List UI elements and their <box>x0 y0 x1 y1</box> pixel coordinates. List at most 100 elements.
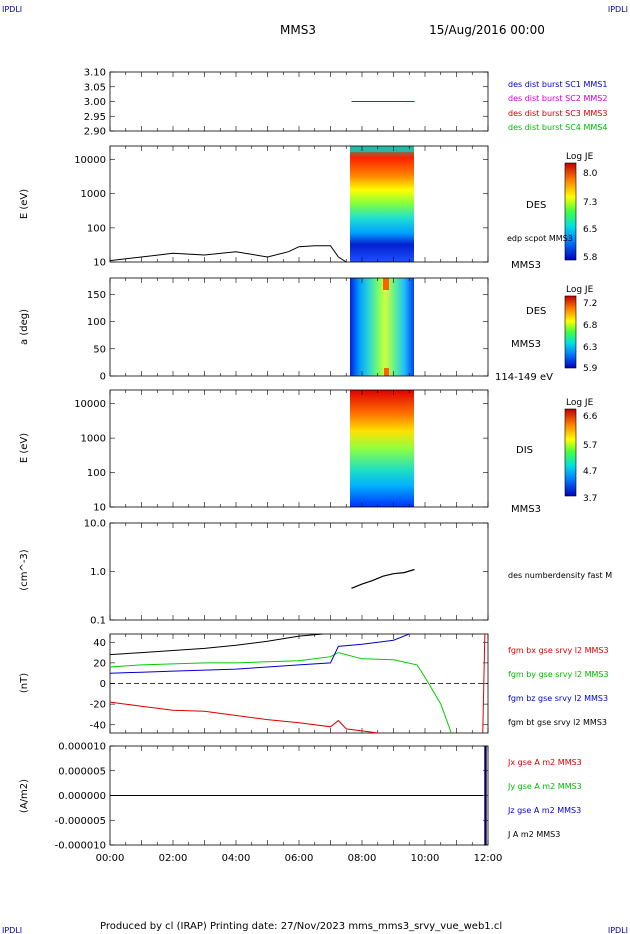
y-tick-label: 100 <box>87 468 106 479</box>
y-tick-label: 10 <box>93 258 106 269</box>
y-tick-label: 3.00 <box>84 97 106 108</box>
colorbar-tick: 7.2 <box>583 299 597 309</box>
legend-entry: des dist burst SC4 MMS4 <box>508 123 607 132</box>
colorbar-tick: 6.6 <box>583 412 598 422</box>
legend-entry: des dist burst SC1 MMS1 <box>508 80 607 89</box>
y-tick-label: -0.000010 <box>55 841 106 852</box>
colorbar-tick: 5.9 <box>583 364 598 374</box>
colorbar-title: Log JE <box>566 285 594 295</box>
y-tick-label: -40 <box>90 720 106 731</box>
panel-frame <box>109 389 489 508</box>
right-labels: des dist burst SC1 MMS1 des dist burst S… <box>495 80 612 839</box>
colorbar-tick: 6.8 <box>583 321 598 331</box>
y-tick-label: 0.000005 <box>58 766 106 777</box>
y-tick-label: 0.000010 <box>58 742 106 753</box>
legend-entry: Jx gse A m2 MMS3 <box>507 758 582 767</box>
header-left-tag: IPDLI <box>2 5 22 14</box>
panel-label: 114-149 eV <box>495 372 553 383</box>
legend-entry: fgm by gse srvy l2 MMS3 <box>508 670 609 679</box>
panel-frame <box>109 277 489 377</box>
colorbar-title: Log JE <box>566 398 594 408</box>
footer-text: Produced by cl (IRAP) Printing date: 27/… <box>100 921 502 932</box>
legend-entry: fgm bx gse srvy l2 MMS3 <box>508 646 609 655</box>
y-tick-label: 1000 <box>81 434 106 445</box>
des-energy-spectrogram <box>350 146 414 262</box>
y-axis-title: E (eV) <box>19 189 30 219</box>
x-tick-label: 08:00 <box>348 853 377 864</box>
x-tick-label: 10:00 <box>411 853 440 864</box>
panel-label: DIS <box>516 445 533 456</box>
y-tick-label: -0.000005 <box>55 816 106 827</box>
y-axis-titles: E (eV) a (deg) E (eV) (cm^-3) (nT) (A/m2… <box>19 189 30 813</box>
panel-label: DES <box>526 200 546 211</box>
y-axis-title: (cm^-3) <box>19 549 30 590</box>
panel-label: edp scpot MMS3 <box>507 234 573 243</box>
x-tick-label: 04:00 <box>222 853 251 864</box>
footer-left-tag: IPDLI <box>2 926 22 934</box>
y-tick-label: 150 <box>87 290 106 301</box>
scpot-line <box>109 245 347 263</box>
panel-label: DES <box>526 306 546 317</box>
colorbar-dis-energy: Log JE 6.6 5.7 4.7 3.7 <box>564 398 598 504</box>
legend-entry: des dist burst SC3 MMS3 <box>508 109 607 118</box>
density-line <box>351 568 415 589</box>
y-tick-label: 1000 <box>81 189 106 200</box>
x-tick-label: 12:00 <box>474 853 503 864</box>
y-tick-label: 100 <box>87 223 106 234</box>
colorbar-des-pitch: Log JE 7.2 6.8 6.3 5.9 <box>564 285 598 374</box>
panel-frame <box>109 522 489 621</box>
footer-right-tag: IPDLI <box>608 926 628 934</box>
legend-entry: Jy gse A m2 MMS3 <box>507 782 582 791</box>
fgm-line <box>109 633 410 674</box>
colorbar-tick: 5.7 <box>583 441 597 451</box>
dis-energy-spectrogram <box>350 390 414 507</box>
y-tick-label: 0.000000 <box>58 791 106 802</box>
x-tick-label: 00:00 <box>96 853 125 864</box>
y-tick-label: 3.05 <box>84 82 106 93</box>
colorbar-tick: 5.8 <box>583 253 598 263</box>
fgm-line <box>109 633 323 656</box>
colorbar-tick: 8.0 <box>583 169 598 179</box>
x-tick-label: 06:00 <box>285 853 314 864</box>
y-tick-label: 3.10 <box>84 68 106 79</box>
y-tick-label: 10.0 <box>84 519 106 530</box>
colorbar-title: Log JE <box>566 152 594 162</box>
y-tick-label: 2.95 <box>84 112 106 123</box>
legend-entry: fgm bz gse srvy l2 MMS3 <box>508 694 608 703</box>
y-tick-label: 0 <box>100 372 106 383</box>
header-right-tag: IPDLI <box>608 5 628 14</box>
panel-frame <box>109 71 489 132</box>
fgm-line <box>109 701 378 734</box>
legend-entry: fgm bt gse srvy l2 MMS3 <box>508 718 607 727</box>
colorbar-tick: 7.3 <box>583 198 597 208</box>
legend-entry: J A m2 MMS3 <box>507 830 560 839</box>
colorbar-tick: 3.7 <box>583 494 597 504</box>
fgm-spike <box>482 633 486 734</box>
y-axis-title: E (eV) <box>19 433 30 463</box>
y-tick-label: 20 <box>93 658 106 669</box>
y-tick-label: 40 <box>93 638 106 649</box>
panel-label: MMS3 <box>511 339 541 350</box>
y-tick-label: 0 <box>100 679 106 690</box>
legend-entry: des dist burst SC2 MMS2 <box>508 94 607 103</box>
y-tick-label: 100 <box>87 317 106 328</box>
y-axis-title: (nT) <box>19 673 30 693</box>
colorbar-des-energy: Log JE 8.0 7.3 6.5 5.8 <box>564 152 598 263</box>
panel-label: MMS3 <box>511 504 541 515</box>
y-tick-label: 10 <box>93 503 106 514</box>
date-title: 15/Aug/2016 00:00 <box>429 23 545 37</box>
y-tick-label: 1.0 <box>90 567 106 578</box>
legend-entry: Jz gse A m2 MMS3 <box>507 806 581 815</box>
fgm-line <box>109 652 452 734</box>
colorbar-tick: 6.5 <box>583 225 597 235</box>
y-tick-label: 10000 <box>74 155 106 166</box>
y-axis-title: a (deg) <box>19 309 30 345</box>
panel-label: MMS3 <box>511 260 541 271</box>
y-axis-title: (A/m2) <box>19 779 30 813</box>
colorbar-tick: 6.3 <box>583 343 597 353</box>
y-tick-label: 2.90 <box>84 127 106 138</box>
spacecraft-title: MMS3 <box>280 23 316 37</box>
y-tick-label: -20 <box>90 700 106 711</box>
x-tick-label: 02:00 <box>159 853 188 864</box>
